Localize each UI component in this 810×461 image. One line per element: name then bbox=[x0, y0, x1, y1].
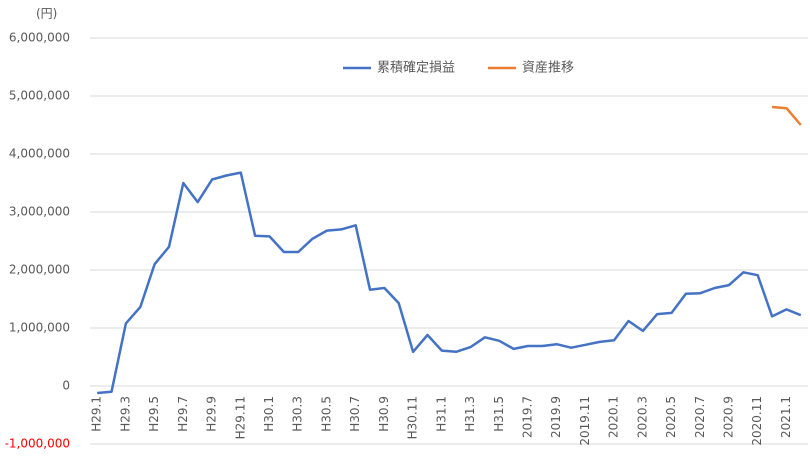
y-tick-label: 6,000,000 bbox=[9, 31, 70, 45]
x-tick-label: 2019.7 bbox=[520, 396, 534, 438]
legend-label: 資産推移 bbox=[522, 60, 574, 76]
x-tick-label: H30.3 bbox=[291, 396, 305, 432]
line-series bbox=[97, 171, 802, 395]
line-series bbox=[771, 105, 802, 126]
x-tick-label: 2020.5 bbox=[664, 396, 678, 438]
x-tick-label: H30.7 bbox=[348, 396, 362, 432]
x-tick-label: H29.11 bbox=[233, 396, 247, 439]
x-tick-label: H30.5 bbox=[319, 396, 333, 432]
x-tick-label: H29.1 bbox=[90, 396, 104, 432]
y-tick-label: 1,000,000 bbox=[9, 321, 70, 335]
x-tick-label: 2020.9 bbox=[722, 396, 736, 438]
y-tick-label: -1,000,000 bbox=[5, 437, 70, 451]
y-tick-label: 4,000,000 bbox=[9, 147, 70, 161]
x-tick-label: H31.3 bbox=[463, 396, 477, 432]
x-tick-label: 2020.7 bbox=[693, 396, 707, 438]
y-unit-label: (円) bbox=[36, 7, 57, 21]
x-tick-label: H31.1 bbox=[434, 396, 448, 432]
x-tick-label: 2019.11 bbox=[578, 396, 592, 446]
x-tick-label: 2020.11 bbox=[750, 396, 764, 446]
x-tick-label: H29.9 bbox=[205, 396, 219, 432]
x-tick-label: H29.7 bbox=[176, 396, 190, 432]
x-tick-label: 2020.1 bbox=[607, 396, 621, 438]
x-tick-label: 2019.9 bbox=[549, 396, 563, 438]
x-tick-label: 2020.3 bbox=[635, 396, 649, 438]
x-tick-label: H31.5 bbox=[492, 396, 506, 432]
y-tick-label: 0 bbox=[62, 379, 70, 393]
legend-label: 累積確定損益 bbox=[377, 60, 455, 76]
x-tick-label: H30.1 bbox=[262, 396, 276, 432]
x-tick-label: H29.3 bbox=[118, 396, 132, 432]
x-tick-label: H30.9 bbox=[377, 396, 391, 432]
x-tick-label: H29.5 bbox=[147, 396, 161, 432]
x-tick-label: 2021.1 bbox=[779, 396, 793, 438]
x-tick-label: H30.11 bbox=[406, 396, 420, 439]
y-tick-label: 3,000,000 bbox=[9, 205, 70, 219]
y-tick-label: 2,000,000 bbox=[9, 263, 70, 277]
y-tick-label: 5,000,000 bbox=[9, 89, 70, 103]
